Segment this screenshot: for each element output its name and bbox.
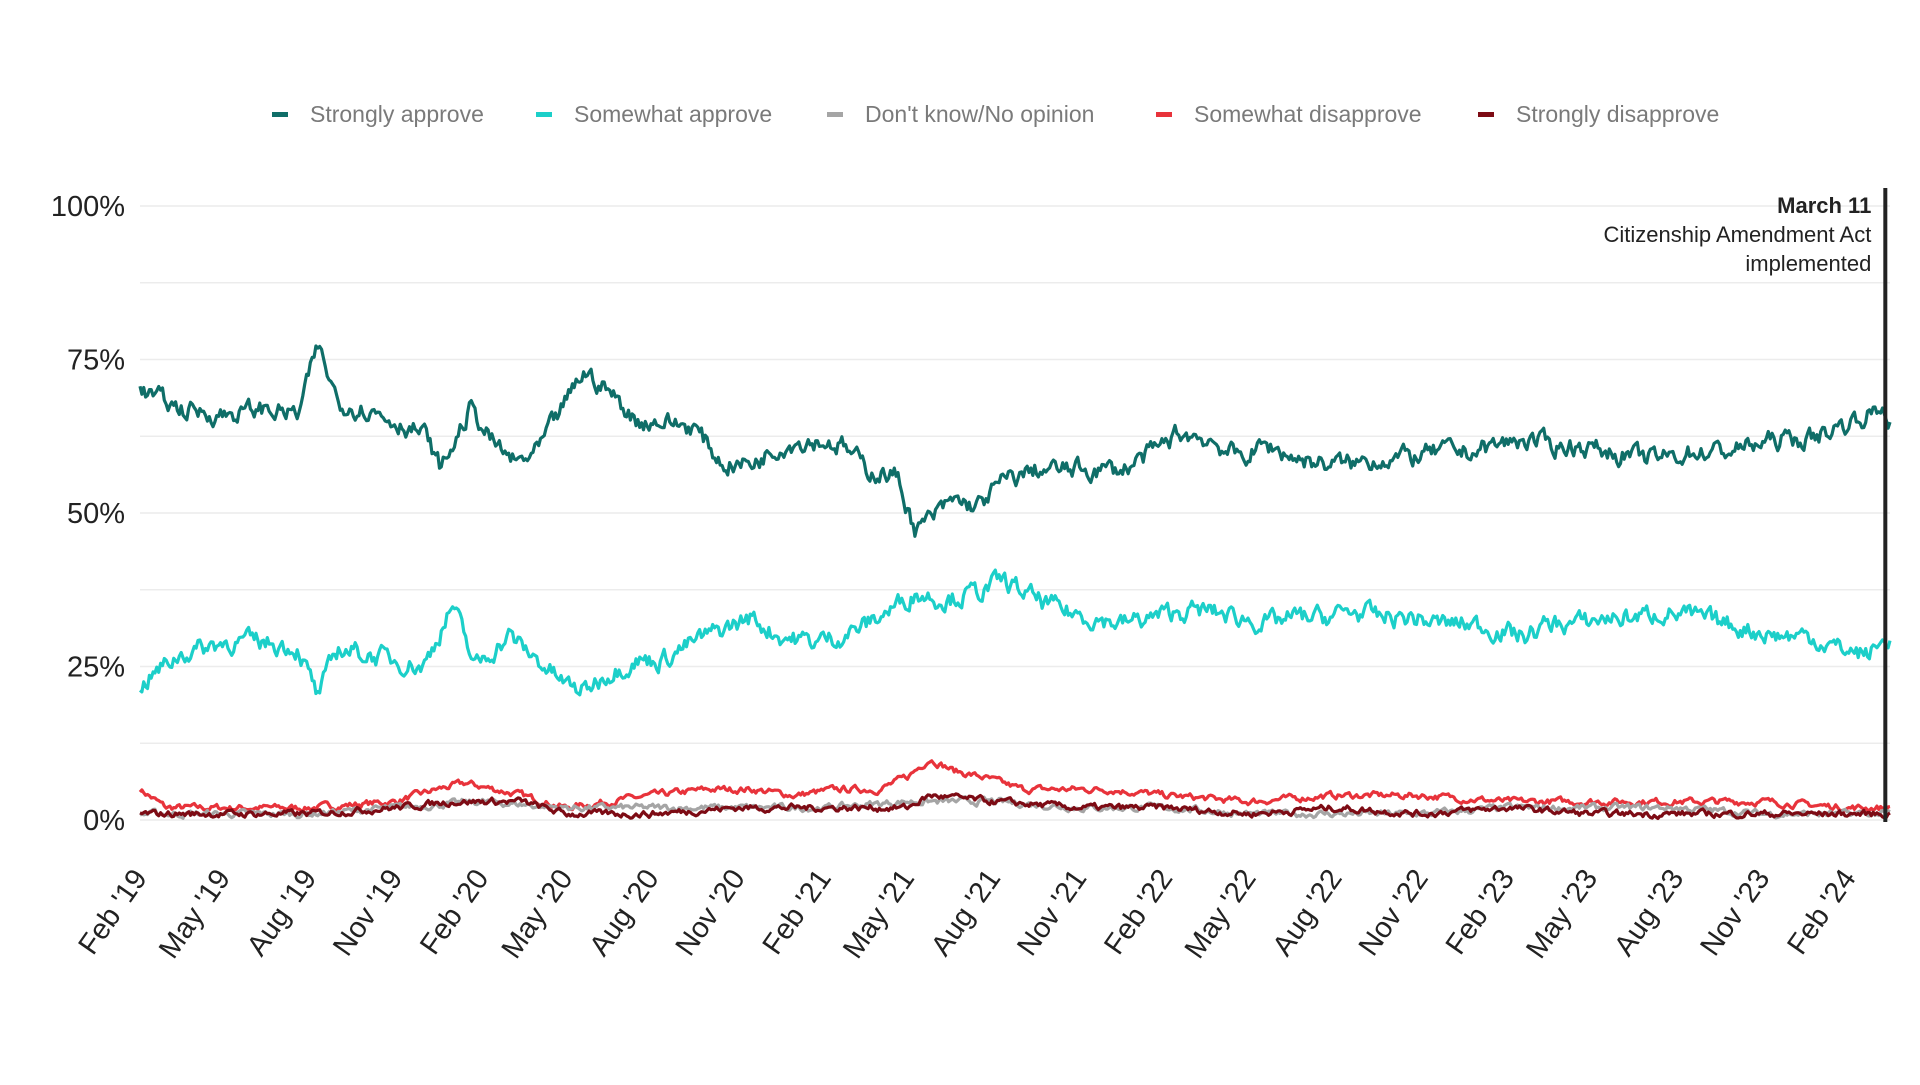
legend-label: Don't know/No opinion <box>865 101 1094 127</box>
legend-swatch <box>536 112 552 117</box>
series-lines <box>138 344 1892 821</box>
x-tick-label: Nov '21 <box>1011 864 1093 962</box>
legend-label: Somewhat disapprove <box>1194 101 1422 127</box>
y-tick-label: 0% <box>83 805 125 837</box>
legend: Strongly approve Somewhat approve Don't kn… <box>272 101 1719 127</box>
x-tick-label: Nov '20 <box>670 864 752 962</box>
x-tick-label: Feb '23 <box>1440 864 1521 961</box>
x-tick-label: Feb '24 <box>1781 864 1862 961</box>
x-tick-label: Nov '23 <box>1694 864 1776 962</box>
legend-label: Strongly disapprove <box>1516 101 1719 127</box>
x-tick-label: Feb '20 <box>414 864 495 961</box>
y-tick-label: 50% <box>67 498 125 530</box>
series-line-somewhat-disapprove <box>138 759 1891 814</box>
x-tick-label: May '22 <box>1179 864 1263 965</box>
x-tick-label: Aug '22 <box>1267 864 1349 962</box>
x-tick-label: Feb '19 <box>73 864 154 961</box>
annotation-text-line-2: implemented <box>1745 251 1871 276</box>
x-tick-label: Aug '19 <box>241 864 323 962</box>
y-axis: 0% 25% 50% 75% 100% <box>51 191 125 837</box>
x-tick-label: Feb '22 <box>1098 864 1179 961</box>
annotation: March 11 Citizenship Amendment Act imple… <box>1604 188 1888 822</box>
legend-swatch <box>827 112 843 117</box>
x-tick-label: May '20 <box>496 864 580 965</box>
y-tick-label: 25% <box>67 652 125 684</box>
x-tick-label: Aug '23 <box>1608 864 1690 962</box>
legend-swatch <box>272 112 288 117</box>
x-tick-label: Nov '22 <box>1353 864 1435 962</box>
x-tick-label: Feb '21 <box>757 864 838 961</box>
x-tick-label: Aug '21 <box>925 864 1007 962</box>
series-line-somewhat-approve <box>138 568 1892 697</box>
legend-label: Strongly approve <box>310 101 484 127</box>
x-tick-label: May '23 <box>1520 864 1604 965</box>
series-line-strongly-approve <box>138 344 1892 538</box>
x-tick-label: Aug '20 <box>584 864 666 962</box>
annotation-text-line-1: Citizenship Amendment Act <box>1604 222 1872 247</box>
legend-label: Somewhat approve <box>574 101 772 127</box>
series-line-strongly-disapprove <box>139 792 1891 821</box>
x-tick-label: May '21 <box>837 864 921 965</box>
legend-swatch <box>1156 112 1172 117</box>
y-tick-label: 75% <box>67 345 125 377</box>
annotation-date-label: March 11 <box>1777 193 1871 218</box>
x-tick-label: Nov '19 <box>327 864 409 962</box>
legend-swatch <box>1478 112 1494 117</box>
x-tick-label: May '19 <box>153 864 237 965</box>
y-tick-label: 100% <box>51 191 125 223</box>
x-axis: Feb '19 May '19 Aug '19 Nov '19 Feb '20 May '… <box>73 864 1863 965</box>
gridlines <box>140 205 1890 821</box>
